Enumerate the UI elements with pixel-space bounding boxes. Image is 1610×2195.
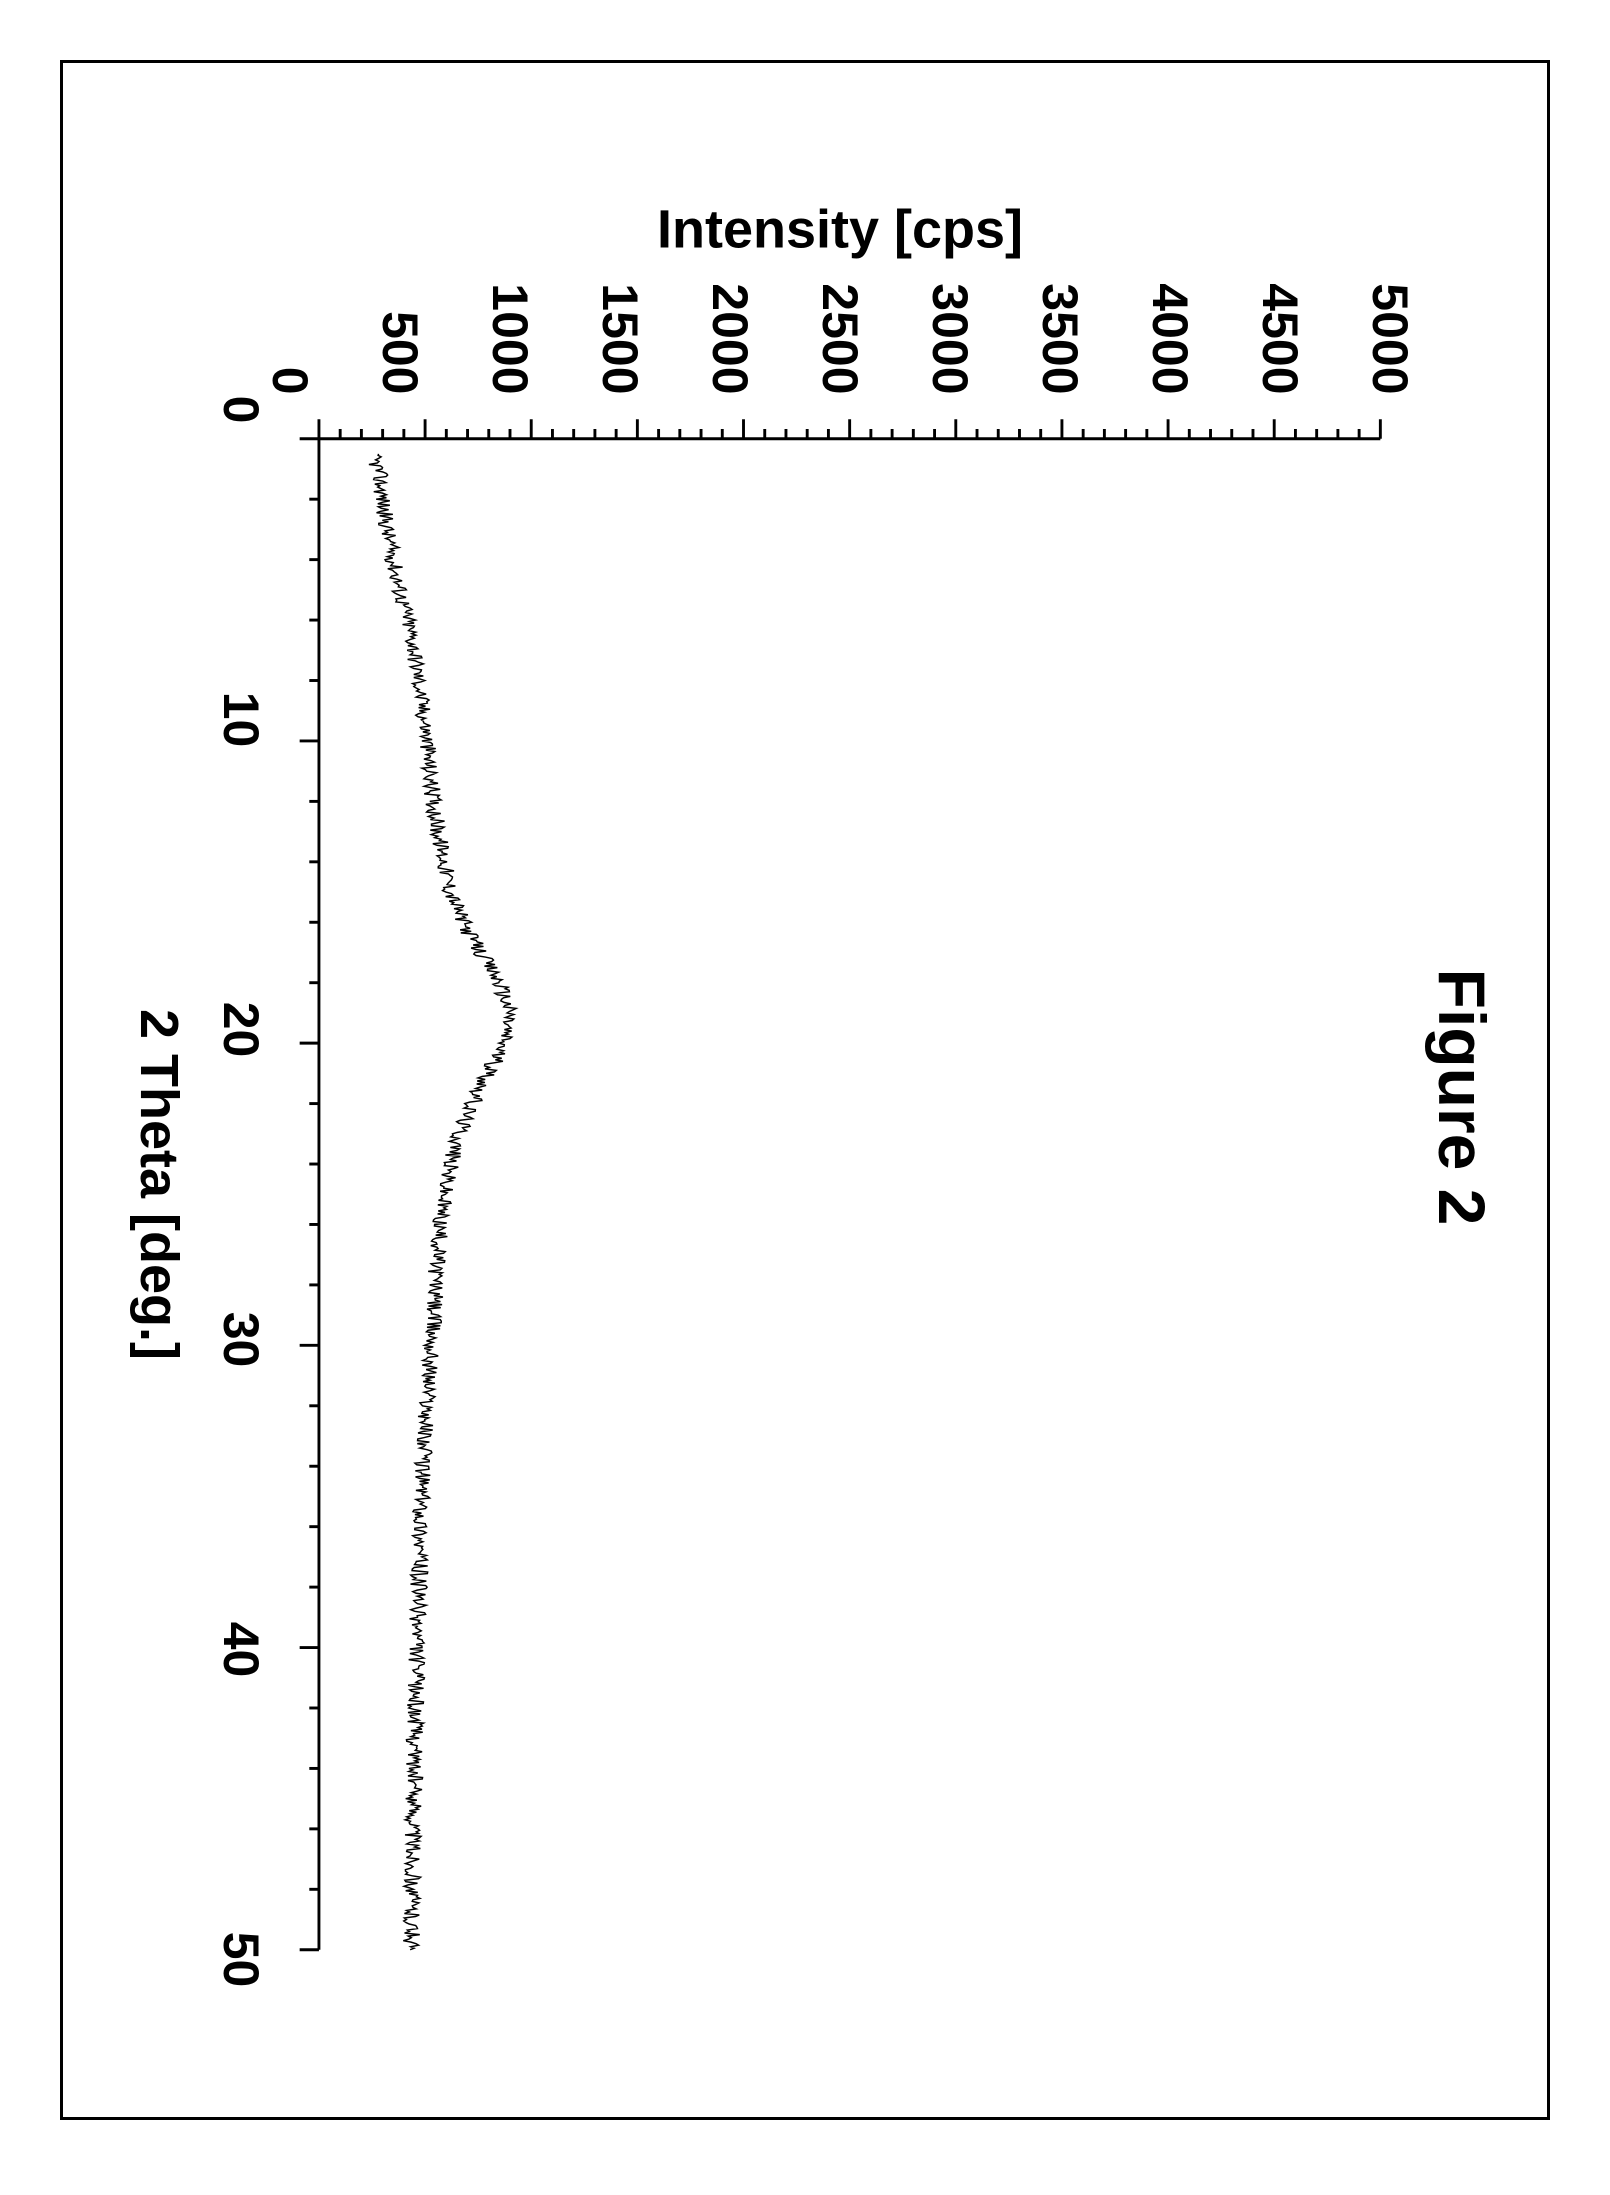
- x-tick-label: 40: [212, 1622, 270, 1678]
- chart-container: Figure 2 Intensity [cps] 2 Theta [deg.] …: [0, 0, 1610, 2195]
- y-tick-label: 3500: [1031, 283, 1089, 394]
- page: Figure 2 Intensity [cps] 2 Theta [deg.] …: [0, 0, 1610, 2195]
- y-tick-label: 3000: [921, 283, 979, 394]
- y-tick-label: 500: [371, 311, 429, 394]
- y-axis-title: Intensity [cps]: [657, 199, 1023, 261]
- x-tick-label: 20: [212, 1002, 270, 1058]
- figure-title: Figure 2: [1424, 969, 1500, 1226]
- x-tick-label: 50: [212, 1932, 270, 1988]
- y-tick-label: 4500: [1251, 283, 1309, 394]
- x-tick-label: 30: [212, 1312, 270, 1368]
- xrd-plot: [290, 410, 1390, 1960]
- x-axis-title: 2 Theta [deg.]: [128, 1009, 190, 1360]
- rotated-content: Figure 2 Intensity [cps] 2 Theta [deg.] …: [0, 0, 1610, 2195]
- y-tick-label: 1500: [591, 283, 649, 394]
- x-tick-label: 10: [212, 692, 270, 748]
- y-tick-label: 1000: [481, 283, 539, 394]
- y-tick-label: 2500: [811, 283, 869, 394]
- y-tick-label: 0: [261, 367, 319, 395]
- y-tick-label: 2000: [701, 283, 759, 394]
- x-tick-label: 0: [212, 396, 270, 424]
- y-tick-label: 4000: [1141, 283, 1199, 394]
- y-tick-label: 5000: [1361, 283, 1419, 394]
